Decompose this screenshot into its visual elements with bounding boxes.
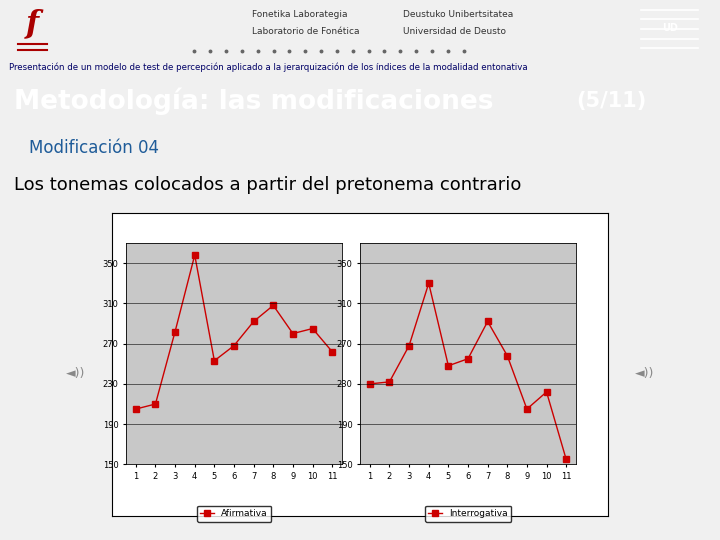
Text: Presentación de un modelo de test de percepción aplicado a la jerarquización de : Presentación de un modelo de test de per… bbox=[9, 63, 527, 72]
Text: (5/11): (5/11) bbox=[576, 91, 647, 111]
Text: ◄)): ◄)) bbox=[66, 367, 85, 380]
Text: Universidad de Deusto: Universidad de Deusto bbox=[403, 26, 506, 36]
Legend: Interrogativa: Interrogativa bbox=[425, 505, 511, 522]
Text: Metodología: las modificaciones: Metodología: las modificaciones bbox=[14, 87, 494, 115]
Text: UD: UD bbox=[662, 23, 678, 33]
Legend: Afirmativa: Afirmativa bbox=[197, 505, 271, 522]
Text: ◄)): ◄)) bbox=[635, 367, 654, 380]
Text: Laboratorio de Fonética: Laboratorio de Fonética bbox=[252, 26, 359, 36]
Text: Los tonemas colocados a partir del pretonema contrario: Los tonemas colocados a partir del preto… bbox=[14, 176, 522, 194]
Text: Deustuko Unibertsitatea: Deustuko Unibertsitatea bbox=[403, 10, 513, 19]
Text: Fonetika Laborategia: Fonetika Laborategia bbox=[252, 10, 348, 19]
Text: Modificación 04: Modificación 04 bbox=[29, 139, 159, 157]
Text: f: f bbox=[26, 8, 39, 39]
